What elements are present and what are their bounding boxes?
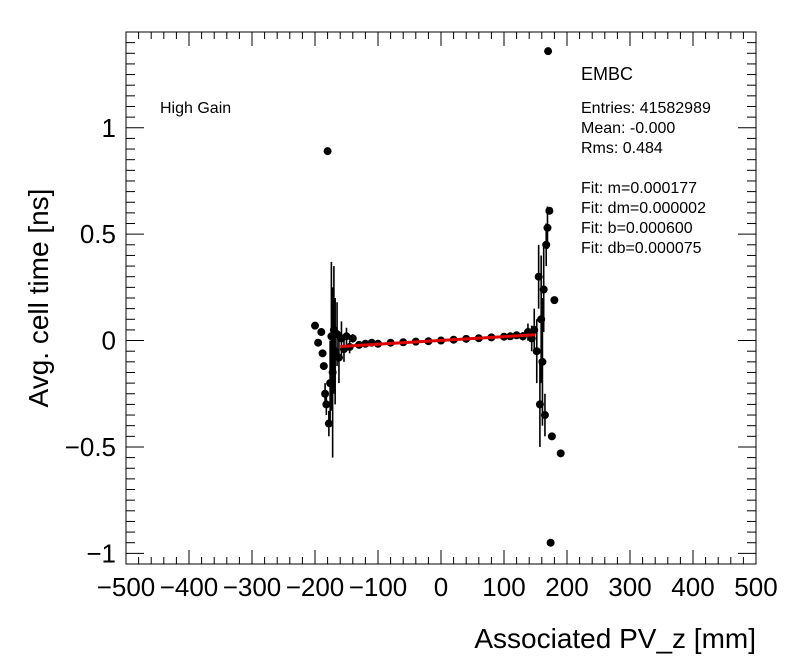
data-point [321,389,330,398]
data-point [319,362,328,371]
x-tick-label: −300 [223,572,282,602]
stats-line: Entries: 41582989 [581,100,711,117]
data-point [542,240,551,249]
gain-label: High Gain [160,100,231,117]
y-tick-labels: −1 −0.5 0 0.5 1 [65,113,116,569]
data-point [311,321,319,330]
data-point [314,338,323,347]
x-tick-label: −400 [160,572,219,602]
data-point [317,328,326,337]
x-tick-label: −100 [349,572,408,602]
x-tick-label: 200 [545,572,588,602]
data-point [538,357,547,366]
data-point [539,285,548,294]
fit-line [340,333,536,348]
y-tick-label: 1 [102,113,116,143]
data-point [322,400,331,409]
data-point [546,538,555,547]
axis-ticks [125,31,757,565]
data-point [547,432,556,441]
stats-line: Mean: -0.000 [581,120,675,137]
data-point [323,147,332,156]
data-point [334,353,343,362]
region-label: EMBC [581,64,633,84]
y-tick-label: 0.5 [80,219,116,249]
data-point [540,411,549,420]
data-point [324,419,333,428]
y-axis-title: Avg. cell time [ns] [23,189,54,408]
data-point [342,332,351,341]
data-point [532,347,541,356]
x-tick-label: 0 [434,572,448,602]
stats-line: Fit: db=0.000075 [581,240,702,257]
stats-box: Entries: 41582989 Mean: -0.000 Rms: 0.484 F… [581,100,711,257]
y-tick-label: −0.5 [65,432,116,462]
x-axis-title: Associated PV_z [mm] [474,623,756,654]
data-point [550,296,559,305]
fit-line-group [340,333,536,348]
data-point [348,334,357,343]
stats-line: Rms: 0.484 [581,140,663,157]
data-point [318,349,327,358]
x-tick-label: 400 [671,572,714,602]
x-tick-label: −200 [286,572,345,602]
x-tick-label: 100 [482,572,525,602]
data-point [545,206,554,215]
data-point [543,223,552,232]
stats-line: Fit: b=0.000600 [581,220,693,237]
x-tick-label: −500 [97,572,156,602]
data-point [544,47,553,56]
stats-line: Fit: dm=0.000002 [581,200,706,217]
data-point [556,449,565,458]
y-tick-label: 0 [102,326,116,356]
y-tick-label: −1 [86,538,116,568]
x-tick-label: 300 [608,572,651,602]
x-tick-label: 500 [734,572,777,602]
x-tick-labels: −500 −400 −300 −200 −100 0 100 200 300 400 500 [97,572,778,602]
data-points [311,47,565,547]
stats-line: Fit: m=0.000177 [581,180,697,197]
